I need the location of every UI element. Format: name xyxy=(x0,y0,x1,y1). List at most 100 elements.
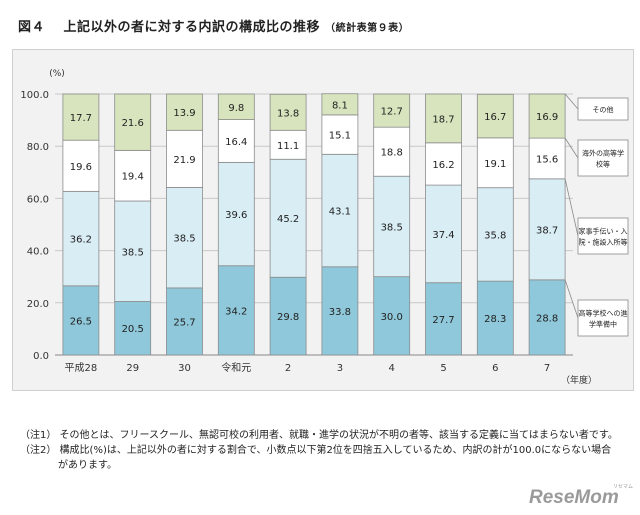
bar-segment-8-3 xyxy=(476,93,514,139)
bar-segment-9-0 xyxy=(528,279,566,356)
bar-segment-8-1 xyxy=(476,187,514,282)
data-label-4-0: 29.8 xyxy=(277,312,299,323)
data-label-8-0: 28.3 xyxy=(484,314,506,325)
bar-segment-1-1 xyxy=(114,200,152,302)
y-tick-label-0: 0.0 xyxy=(33,351,49,362)
x-tick-label-6: 4 xyxy=(389,363,395,374)
legend-label-1-0: 海外の高等学 xyxy=(582,149,624,158)
stacked-bar-chart: 0.0 20.0 40.0 60.0 80.0 100.0 (%) 26.5 36.2 19.6 1… xyxy=(20,69,629,386)
legend-box-2 xyxy=(577,217,629,255)
bar-segment-8-0 xyxy=(476,280,514,356)
bar-segment-5-2 xyxy=(321,114,359,155)
data-label-9-0: 28.8 xyxy=(536,313,558,324)
y-tick-label-2: 40.0 xyxy=(27,247,49,258)
data-label-0-0: 26.5 xyxy=(70,316,92,327)
y-tick-label-4: 80.0 xyxy=(27,142,49,153)
data-label-3-1: 39.6 xyxy=(225,210,247,221)
data-label-5-3: 8.1 xyxy=(332,100,348,111)
data-label-0-2: 19.6 xyxy=(70,162,92,173)
note-1: （注1） その他とは、フリースクール、無認可校の利用者、就職・進学の状況が不明の… xyxy=(20,430,618,441)
chart-panel: 0.0 20.0 40.0 60.0 80.0 100.0 (%) 26.5 36.2 19.6 1… xyxy=(12,49,634,391)
bar-segment-7-2 xyxy=(425,142,462,186)
x-tick-label-7: 5 xyxy=(440,363,446,374)
x-tick-label-2: 30 xyxy=(178,363,191,374)
data-label-3-0: 34.2 xyxy=(225,306,247,317)
note-2-continued: があります。 xyxy=(58,460,117,471)
legend-leader-1 xyxy=(564,137,579,159)
data-label-6-0: 30.0 xyxy=(381,312,403,323)
legend-label-2-1: 院・施設入所等 xyxy=(579,238,628,247)
legend-leader-3 xyxy=(564,279,579,319)
bar-segment-4-0 xyxy=(269,276,307,356)
legend-label-1-1: 校等 xyxy=(596,160,610,169)
data-label-6-3: 12.7 xyxy=(381,107,403,118)
data-label-9-1: 38.7 xyxy=(536,225,558,236)
data-label-5-1: 43.1 xyxy=(329,207,351,218)
bar-segment-3-1 xyxy=(217,161,255,267)
bar-segment-1-0 xyxy=(114,301,152,356)
legend-label-3-1: 学準備中 xyxy=(589,320,617,329)
bar-segment-3-2 xyxy=(217,119,255,163)
data-label-3-2: 16.4 xyxy=(225,137,247,148)
x-tick-label-9: 7 xyxy=(544,363,550,374)
x-tick-label-5: 3 xyxy=(337,363,343,374)
x-tick-label-1: 29 xyxy=(126,363,139,374)
bar-segment-0-2 xyxy=(62,139,100,192)
x-tick-label-4: 2 xyxy=(285,363,291,374)
legend-label-2-0: 家事手伝い・入 xyxy=(579,227,628,236)
data-label-1-2: 19.4 xyxy=(122,172,144,183)
bar-segment-7-1 xyxy=(425,184,462,284)
data-label-2-1: 38.5 xyxy=(173,234,195,245)
bar-segment-4-1 xyxy=(269,158,307,278)
logo-text: ReseMom xyxy=(529,487,619,506)
bar-segment-2-2 xyxy=(166,129,203,188)
legend-box-3 xyxy=(577,299,629,337)
bar-segment-7-0 xyxy=(425,282,462,356)
bar-segment-4-3 xyxy=(269,93,307,131)
x-axis-unit-label: （年度） xyxy=(561,374,597,386)
bar-segment-6-3 xyxy=(373,93,411,128)
data-label-2-3: 13.9 xyxy=(173,108,195,119)
data-label-7-0: 27.7 xyxy=(432,315,454,326)
bar-segment-0-3 xyxy=(62,93,100,141)
y-tick-label-5: 100.0 xyxy=(20,90,49,101)
legend-label-3-0: 高等学校への進 xyxy=(579,309,628,318)
bar-segment-9-3 xyxy=(528,93,566,139)
bar-segment-3-3 xyxy=(217,93,255,120)
data-label-5-2: 15.1 xyxy=(329,131,351,142)
data-label-8-2: 19.1 xyxy=(484,159,506,170)
source-reference: （統計表第９表） xyxy=(325,23,410,34)
data-label-8-1: 35.8 xyxy=(484,230,506,241)
legend-label-0-0: その他 xyxy=(593,105,614,114)
x-tick-label-0: 平成28 xyxy=(65,362,98,374)
bar-segment-2-3 xyxy=(166,93,203,131)
data-label-0-3: 17.7 xyxy=(70,113,92,124)
bar-segment-6-2 xyxy=(373,126,411,177)
bar-segment-9-1 xyxy=(528,178,566,281)
x-tick-label-8: 6 xyxy=(492,363,498,374)
note-2: （注2） 構成比(%)は、上記以外の者に対する割合で、小数点以下第2位を四捨五入… xyxy=(20,445,612,456)
legend-leader-2 xyxy=(564,178,579,237)
footnotes: （注1） その他とは、フリースクール、無認可校の利用者、就職・進学の状況が不明の… xyxy=(20,428,618,473)
data-label-1-3: 21.6 xyxy=(122,118,144,129)
bar-segment-0-0 xyxy=(62,285,100,356)
figure-title-text: 上記以外の者に対する内訳の構成比の推移 xyxy=(63,20,321,35)
bar-segment-8-2 xyxy=(476,137,514,189)
bar-segment-2-1 xyxy=(166,187,203,289)
bar-segment-5-3 xyxy=(321,93,359,116)
legend-box-1 xyxy=(577,139,629,177)
data-label-6-2: 18.8 xyxy=(381,148,403,159)
bar-segment-5-0 xyxy=(321,266,359,356)
figure-title: 図４ 上記以外の者に対する内訳の構成比の推移 （統計表第９表） xyxy=(18,16,409,35)
data-label-7-3: 18.7 xyxy=(432,114,454,125)
y-axis-unit-label: (%) xyxy=(49,69,65,79)
data-label-1-1: 38.5 xyxy=(122,247,144,258)
y-tick-label-1: 20.0 xyxy=(27,299,49,310)
data-label-9-2: 15.6 xyxy=(536,154,558,165)
bar-segment-7-3 xyxy=(425,93,462,144)
x-tick-label-3: 令和元 xyxy=(221,361,251,374)
legend-leader-0 xyxy=(564,93,579,110)
bar-segment-5-1 xyxy=(321,153,359,268)
data-label-2-0: 25.7 xyxy=(173,317,195,328)
figure-label: 図４ xyxy=(18,20,46,35)
